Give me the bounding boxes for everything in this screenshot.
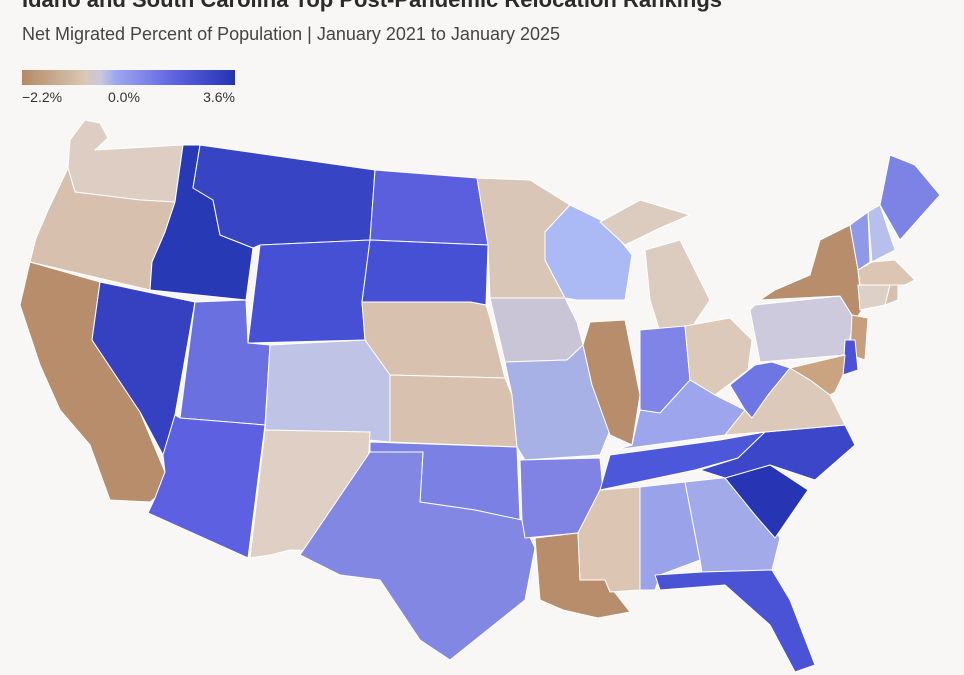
state-illinois <box>582 319 641 446</box>
legend-gradient-bar <box>22 70 235 85</box>
state-iowa <box>489 297 584 363</box>
map-subtitle: Net Migrated Percent of Population | Jan… <box>22 24 561 44</box>
legend-mid-label: 0.0% <box>108 89 140 105</box>
map-title: Idaho and South Carolina Top Post-Pandem… <box>22 0 722 13</box>
state-missouri <box>504 344 611 461</box>
state-arizona <box>147 414 266 559</box>
state-vermont <box>849 211 871 271</box>
state-west-virginia <box>729 361 791 419</box>
state-maine <box>879 154 941 241</box>
state-texas <box>299 451 536 661</box>
state-pennsylvania <box>749 295 856 363</box>
legend-min-label: −2.2% <box>22 89 63 105</box>
state-rhode-island <box>884 284 899 306</box>
state-connecticut <box>857 284 891 311</box>
state-kansas <box>389 374 518 448</box>
state-washington <box>67 119 184 203</box>
state-maryland <box>789 354 846 396</box>
legend-labels: −2.2% 0.0% 3.6% <box>22 85 235 107</box>
state-south-dakota <box>361 239 489 306</box>
state-north-dakota <box>369 169 489 246</box>
state-colorado <box>264 339 391 443</box>
state-nebraska <box>361 301 506 379</box>
state-new-hampshire <box>867 204 896 263</box>
color-legend: −2.2% 0.0% 3.6% <box>22 70 235 107</box>
state-michigan <box>599 199 711 333</box>
state-florida <box>654 569 816 673</box>
state-wyoming <box>247 239 371 344</box>
state-montana <box>192 144 376 249</box>
legend-max-label: 3.6% <box>203 89 235 105</box>
